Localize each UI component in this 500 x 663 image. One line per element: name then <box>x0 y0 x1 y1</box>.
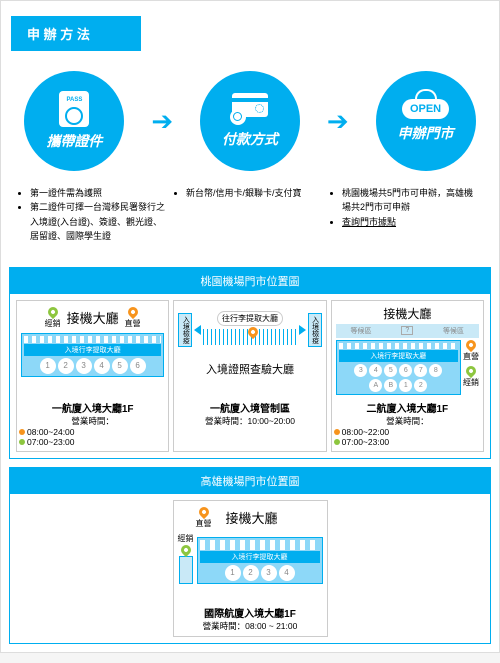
map-diagram: 接機大廳 等候區 ? 等候區 入境行李提取大廳 3 4 <box>332 301 483 396</box>
map-caption: 一航廈入境大廳1F 營業時間： 08:00~24:00 07:00~23:00 <box>17 396 168 451</box>
pin-icon <box>246 325 260 339</box>
pin-icon <box>196 504 210 518</box>
map-diagram: 直營 接機大廳 經銷 入境行李提取大廳 1 2 3 4 <box>174 501 327 601</box>
kaohsiung-section: 高雄機場門市位置圖 直營 接機大廳 經銷 入境行李提取大廳 1 <box>9 467 491 644</box>
bullet-item: 第一證件需為護照 <box>30 186 168 200</box>
dot-icon <box>334 439 340 445</box>
pin-icon <box>464 363 478 377</box>
bullet-col-1: 第一證件需為護照 第二證件可擇一台灣移民署發行之入境證(入台證)、簽證、觀光證、… <box>16 186 172 244</box>
dot-icon <box>19 429 25 435</box>
step-label: 付款方式 <box>222 129 278 149</box>
step-documents: 攜帶證件 <box>24 71 124 171</box>
header-band: 申 辦 方 法 <box>11 16 141 51</box>
main-container: 申 辦 方 法 攜帶證件 ➔ 付款方式 ➔ OPEN 申辦門市 第一證件需為護照… <box>0 0 500 653</box>
pin-icon <box>126 304 140 318</box>
arrow-icon: ➔ <box>151 106 173 137</box>
step-store: OPEN 申辦門市 <box>376 71 476 171</box>
map-diagram: 經銷 接機大廳 直營 入境行李提取大廳 1 2 3 4 5 6 <box>17 301 168 396</box>
bullet-item: 新台幣/信用卡/銀聯卡/支付寶 <box>186 186 324 200</box>
passport-icon <box>59 91 89 127</box>
pin-icon <box>46 304 60 318</box>
map-t3: 接機大廳 等候區 ? 等候區 入境行李提取大廳 3 4 <box>331 300 484 452</box>
map-t2: 入境檢疫 往行李提取大廳 入境檢疫 入境證照查驗大廳 一航廈入境管制區 營業時間… <box>173 300 326 452</box>
bullets-row: 第一證件需為護照 第二證件可擇一台灣移民署發行之入境證(入台證)、簽證、觀光證、… <box>1 181 499 259</box>
map-diagram: 入境檢疫 往行李提取大廳 入境檢疫 入境證照查驗大廳 <box>174 301 325 396</box>
map-t1: 經銷 接機大廳 直營 入境行李提取大廳 1 2 3 4 5 6 <box>16 300 169 452</box>
baggage-block: 入境行李提取大廳 3 4 5 6 7 8 A B <box>336 340 461 395</box>
step-label: 攜帶證件 <box>46 131 102 151</box>
step-payment: 付款方式 <box>200 71 300 171</box>
steps-row: 攜帶證件 ➔ 付款方式 ➔ OPEN 申辦門市 <box>1 51 499 181</box>
step-label: 申辦門市 <box>398 123 454 143</box>
map-k1: 直營 接機大廳 經銷 入境行李提取大廳 1 2 3 4 <box>173 500 328 637</box>
maps-row: 直營 接機大廳 經銷 入境行李提取大廳 1 2 3 4 <box>10 494 490 643</box>
dot-icon <box>19 439 25 445</box>
dot-icon <box>334 429 340 435</box>
arrow-right-icon <box>299 325 306 335</box>
map-caption: 一航廈入境管制區 營業時間：10:00~20:00 <box>174 396 325 431</box>
section-title: 高雄機場門市位置圖 <box>10 468 490 494</box>
bullet-col-2: 新台幣/信用卡/銀聯卡/支付寶 <box>172 186 328 244</box>
map-caption: 二航廈入境大廳1F 營業時間： 08:00~22:00 07:00~23:00 <box>332 396 483 451</box>
baggage-block: 入境行李提取大廳 1 2 3 4 5 6 <box>21 333 164 377</box>
wait-area: 等候區 ? 等候區 <box>336 324 479 338</box>
pin-icon <box>178 542 192 556</box>
store-lookup-link[interactable]: 查詢門市據點 <box>342 215 480 229</box>
taoyuan-section: 桃園機場門市位置圖 經銷 接機大廳 直營 入境行李提取大廳 1 2 <box>9 267 491 459</box>
map-caption: 國際航廈入境大廳1F 營業時間：08:00 ~ 21:00 <box>174 601 327 636</box>
baggage-block: 入境行李提取大廳 1 2 3 4 <box>197 537 323 584</box>
bullet-col-3: 桃園機場共5門市可申辦，高雄機場共2門市可申辦 查詢門市據點 <box>328 186 484 244</box>
section-title: 桃園機場門市位置圖 <box>10 268 490 294</box>
open-icon: OPEN <box>402 99 449 119</box>
arrow-icon: ➔ <box>327 106 349 137</box>
bullet-item: 第二證件可擇一台灣移民署發行之入境證(入台證)、簽證、觀光證、居留證、國際學生證 <box>30 200 168 243</box>
bullet-item: 桃園機場共5門市可申辦，高雄機場共2門市可申辦 <box>342 186 480 215</box>
maps-row: 經銷 接機大廳 直營 入境行李提取大廳 1 2 3 4 5 6 <box>10 294 490 458</box>
payment-icon <box>232 93 268 125</box>
pin-icon <box>464 337 478 351</box>
arrow-left-icon <box>194 325 201 335</box>
